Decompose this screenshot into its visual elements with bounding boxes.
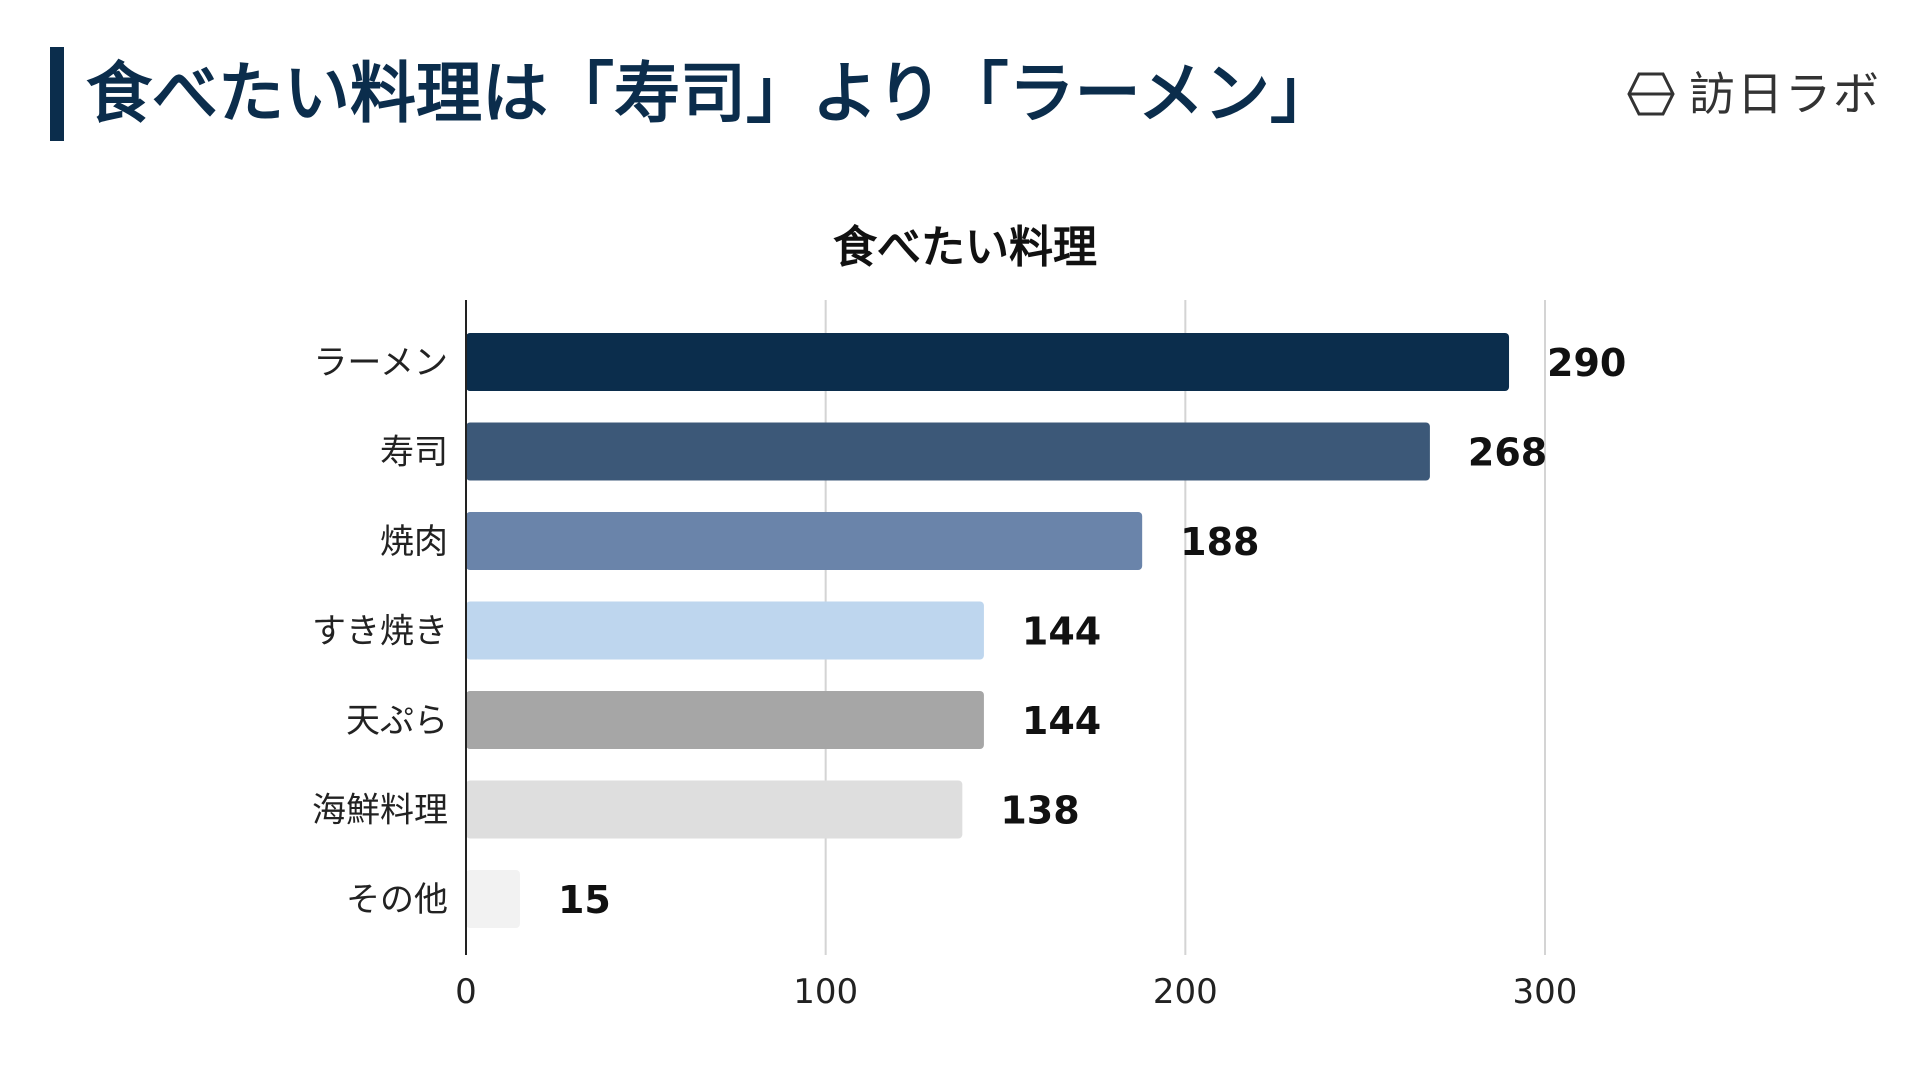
brand-logo: 訪日ラボ <box>1627 66 1881 122</box>
chart-title: 食べたい料理 <box>833 222 1097 273</box>
data-label: 15 <box>558 878 611 922</box>
category-label: 焼肉 <box>380 522 448 562</box>
category-label: すき焼き <box>312 612 448 652</box>
bar <box>466 691 984 749</box>
bar <box>466 512 1143 570</box>
data-label: 144 <box>1022 610 1101 654</box>
x-tick-label: 200 <box>1153 972 1218 1012</box>
category-label: 寿司 <box>380 433 448 473</box>
x-tick-label: 0 <box>455 972 477 1012</box>
data-label: 188 <box>1180 520 1259 564</box>
x-tick-label: 300 <box>1513 972 1578 1012</box>
title-accent-bar <box>50 47 64 141</box>
data-label: 268 <box>1468 431 1547 475</box>
bar <box>466 780 963 839</box>
category-label: 海鮮料理 <box>312 791 448 831</box>
data-label: 138 <box>1000 789 1079 833</box>
brand-name: 訪日ラボ <box>1689 67 1881 121</box>
x-tick-label: 100 <box>793 972 858 1012</box>
hexagon-logo-icon <box>1627 72 1675 116</box>
category-label: 天ぷら <box>346 701 448 741</box>
category-label: ラーメン <box>313 343 448 383</box>
bar <box>466 422 1430 481</box>
bar <box>466 870 520 928</box>
bars <box>466 333 1510 928</box>
data-label: 290 <box>1547 341 1626 385</box>
bar <box>466 333 1510 391</box>
category-label: その他 <box>346 880 448 920</box>
bar <box>466 601 984 660</box>
axes: 0 100 200 300 ラーメン 290 寿司 268 焼肉 188 すき焼き 144 天ぷら 144… <box>312 300 1626 1012</box>
page-title: 食べたい料理は「寿司」より「ラーメン」 <box>86 55 1337 132</box>
data-label: 144 <box>1022 699 1101 743</box>
